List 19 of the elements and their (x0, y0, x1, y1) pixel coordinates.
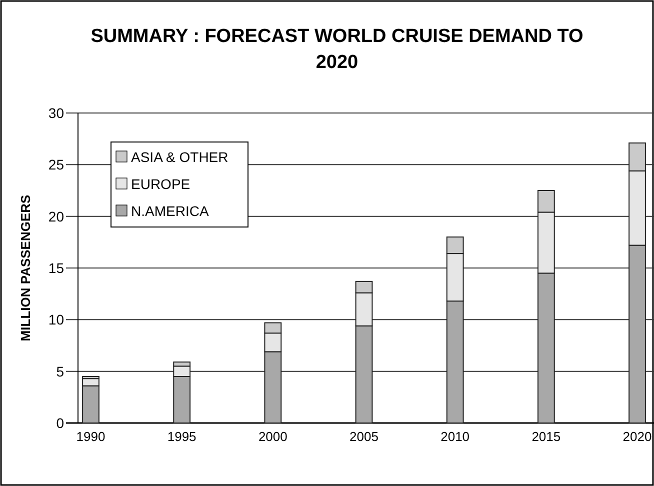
y-tick-label: 25 (48, 156, 64, 173)
y-tick-label: 5 (56, 363, 64, 380)
legend-label: ASIA & OTHER (131, 149, 228, 165)
y-tick-label: 30 (48, 105, 64, 121)
y-tick-label: 10 (48, 312, 64, 328)
x-tick-label: 1995 (167, 429, 196, 444)
y-tick-label: 0 (56, 415, 64, 431)
chart-title: SUMMARY : FORECAST WORLD CRUISE DEMAND TO 2020 (90, 26, 584, 73)
x-tick-label: 2010 (440, 429, 470, 444)
x-tick-label: 2005 (350, 429, 378, 444)
y-tick-label: 15 (48, 260, 64, 276)
x-tick-label: 2000 (258, 429, 288, 444)
x-tick-label: 1990 (76, 429, 106, 444)
y-axis-title: MILLION PASSENGERS (18, 194, 33, 342)
legend-label: EUROPE (131, 176, 190, 192)
y-tick-label: 20 (48, 208, 64, 224)
x-tick-label: 2020 (622, 429, 652, 444)
x-tick-label: 2015 (532, 429, 561, 444)
legend-label: N.AMERICA (131, 203, 210, 219)
